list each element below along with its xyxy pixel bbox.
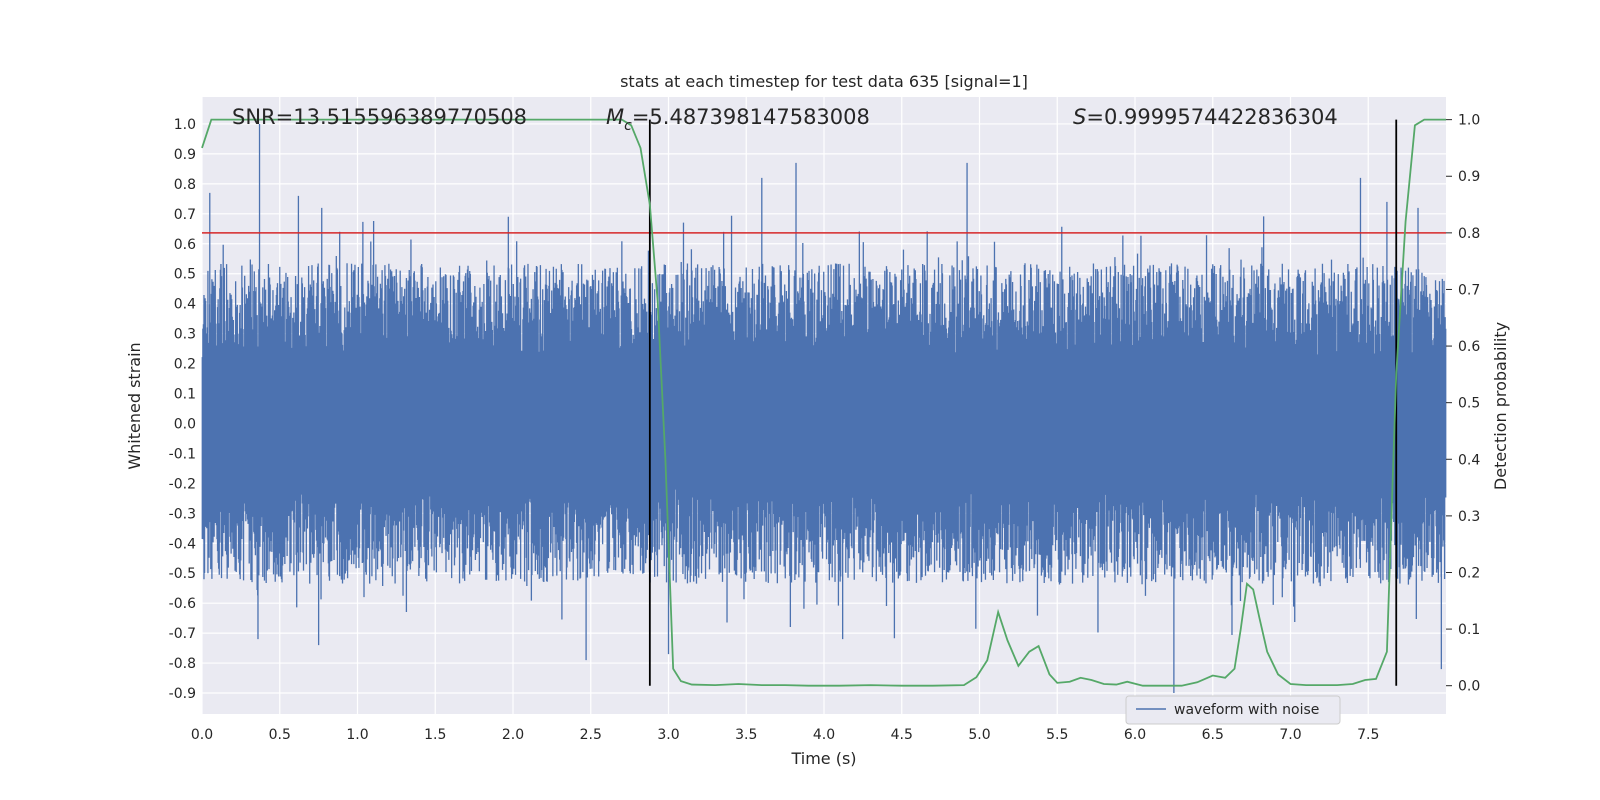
x-tick-label: 1.0 — [346, 727, 368, 743]
x-tick-label: 4.0 — [813, 727, 835, 743]
s-symbol: S — [1073, 105, 1086, 129]
chart-title: stats at each timestep for test data 635… — [620, 72, 1028, 91]
y-tick-label: 0.5 — [174, 267, 196, 283]
y2-tick-label: 0.6 — [1458, 339, 1480, 355]
y2-ticks: 1.0 0.9 0.8 0.7 0.6 0.5 0.4 0.3 0.2 0.1 0.0 — [1446, 113, 1480, 695]
s-value: =0.9999574422836304 — [1086, 105, 1337, 129]
y-tick-label: 0.9 — [174, 147, 196, 163]
mc-symbol: M — [606, 105, 624, 129]
y-tick-label: 0.7 — [174, 207, 196, 223]
snr-value: =13.515596389770508 — [276, 105, 527, 129]
waveform-series — [201, 123, 1447, 694]
y-tick-label: 1.0 — [174, 117, 196, 133]
y2-tick-label: 0.0 — [1458, 679, 1480, 695]
probability-series — [201, 118, 1446, 687]
x-tick-label: 2.5 — [580, 727, 602, 743]
y-ticks: 1.0 0.9 0.8 0.7 0.6 0.5 0.4 0.3 0.2 0.1 0.0 -0.1 -0.… — [169, 117, 196, 702]
legend-box — [1125, 695, 1341, 725]
y2-tick-label: 0.8 — [1458, 226, 1480, 242]
y2-tick-label: 0.4 — [1458, 452, 1480, 468]
y2-tick-label: 0.2 — [1458, 565, 1480, 581]
x-tick-label: 4.5 — [891, 727, 913, 743]
y-tick-label: -0.9 — [169, 686, 196, 702]
x-tick-label: 3.5 — [735, 727, 757, 743]
x-tick-label: 7.5 — [1357, 727, 1379, 743]
x-tick-label: 6.0 — [1124, 727, 1146, 743]
x-tick-label: 5.0 — [968, 727, 990, 743]
y2-tick-label: 0.7 — [1458, 282, 1480, 298]
y-axis-label: Whitened strain — [125, 342, 144, 469]
y-tick-label: 0.4 — [174, 297, 196, 313]
probability-line — [201, 118, 1446, 687]
x-tick-label: 0.5 — [269, 727, 291, 743]
y2-tick-label: 1.0 — [1458, 113, 1480, 129]
y-tick-label: 0.8 — [174, 177, 196, 193]
x-tick-label: 1.5 — [424, 727, 446, 743]
x-tick-label: 5.5 — [1046, 727, 1068, 743]
s-annotation: S=0.9999574422836304 — [1073, 105, 1338, 129]
x-tick-label: 7.0 — [1279, 727, 1301, 743]
y-tick-label: -0.3 — [169, 506, 196, 522]
y2-tick-label: 0.1 — [1458, 622, 1480, 638]
y-tick-label: 0.3 — [174, 327, 196, 343]
x-tick-label: 6.5 — [1202, 727, 1224, 743]
x-axis-label: Time (s) — [790, 749, 856, 768]
y2-axis-label: Detection probability — [1491, 322, 1510, 490]
x-tick-label: 2.0 — [502, 727, 524, 743]
x-tick-label: 0.0 — [191, 727, 213, 743]
y-tick-label: 0.2 — [174, 357, 196, 373]
waveform-line — [201, 123, 1447, 694]
y-tick-label: -0.4 — [169, 536, 196, 552]
y2-tick-label: 0.9 — [1458, 169, 1480, 185]
mc-value: =5.487398147583008 — [632, 105, 870, 129]
y-tick-label: -0.5 — [169, 566, 196, 582]
y-tick-label: 0.0 — [174, 416, 196, 432]
x-ticks: 0.0 0.5 1.0 1.5 2.0 2.5 3.0 3.5 4.0 4.5 5.0 5.5 6.0 6… — [191, 727, 1380, 743]
legend-label-waveform: waveform with noise — [1174, 702, 1319, 718]
y-tick-label: -0.2 — [169, 476, 196, 492]
y2-tick-label: 0.3 — [1458, 509, 1480, 525]
x-tick-label: 3.0 — [657, 727, 679, 743]
y-tick-label: 0.6 — [174, 237, 196, 253]
chirp-mass-annotation: Mc=5.487398147583008 — [606, 105, 870, 134]
y-tick-label: 0.1 — [174, 387, 196, 403]
mc-subscript: c — [624, 118, 632, 134]
y-tick-label: -0.8 — [169, 656, 196, 672]
y-tick-label: -0.1 — [169, 446, 196, 462]
y-tick-label: -0.6 — [169, 596, 196, 612]
legend: waveform with noise — [1125, 695, 1341, 725]
snr-annotation: SNR=13.515596389770508 — [232, 105, 527, 129]
y2-tick-label: 0.5 — [1458, 396, 1480, 412]
y-tick-label: -0.7 — [169, 626, 196, 642]
snr-label: SNR — [232, 105, 276, 129]
